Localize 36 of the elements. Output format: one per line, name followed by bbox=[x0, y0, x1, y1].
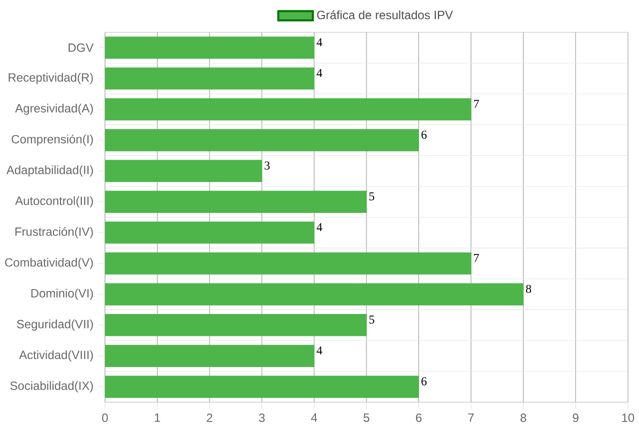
x-tick-label: 3 bbox=[258, 413, 265, 422]
y-tick-label: Agresividad(A) bbox=[15, 104, 93, 115]
data-label: 4 bbox=[316, 346, 322, 354]
y-tick-label: DGV bbox=[68, 43, 94, 52]
data-label: 5 bbox=[369, 192, 374, 200]
y-tick-label: Autocontrol(III) bbox=[15, 196, 93, 208]
x-tick-label: 9 bbox=[572, 413, 578, 422]
data-label: 7 bbox=[474, 254, 479, 262]
y-tick-label: Seguridad(VII) bbox=[16, 319, 93, 331]
y-tick-label: Dominio(VI) bbox=[31, 288, 93, 300]
x-tick-label: 7 bbox=[468, 413, 474, 422]
x-tick-label: 1 bbox=[154, 413, 160, 422]
y-tick-label: Adaptabilidad(II) bbox=[6, 165, 93, 177]
data-label: 6 bbox=[422, 130, 427, 139]
y-tick-label: Comprensión(I) bbox=[12, 134, 93, 146]
data-label: 4 bbox=[316, 69, 322, 77]
x-tick-label: 8 bbox=[520, 413, 526, 422]
data-label: 4 bbox=[316, 38, 322, 46]
y-tick-label: Actividad(VIII) bbox=[19, 350, 93, 362]
y-tick-label: Frustración(IV) bbox=[15, 226, 93, 238]
data-label: 7 bbox=[474, 100, 479, 108]
x-tick-label: 0 bbox=[102, 413, 108, 422]
x-tick-label: 4 bbox=[311, 413, 318, 422]
y-tick-label: Receptividad(R) bbox=[8, 72, 93, 84]
data-label: 8 bbox=[526, 284, 532, 293]
y-tick-label: Sociabilidad(IX) bbox=[10, 381, 93, 392]
x-tick-label: 5 bbox=[364, 413, 370, 422]
data-label: 5 bbox=[369, 316, 374, 324]
data-label: 4 bbox=[316, 223, 322, 232]
x-tick-label: 2 bbox=[206, 413, 212, 422]
legend-label: Gráfica de resultados IPV bbox=[317, 10, 453, 20]
x-tick-label: 6 bbox=[416, 413, 422, 422]
y-tick-label: Combatividad(V) bbox=[5, 258, 93, 269]
x-tick-label: 10 bbox=[622, 413, 634, 422]
data-label: 3 bbox=[264, 161, 270, 170]
data-label: 6 bbox=[422, 377, 427, 386]
